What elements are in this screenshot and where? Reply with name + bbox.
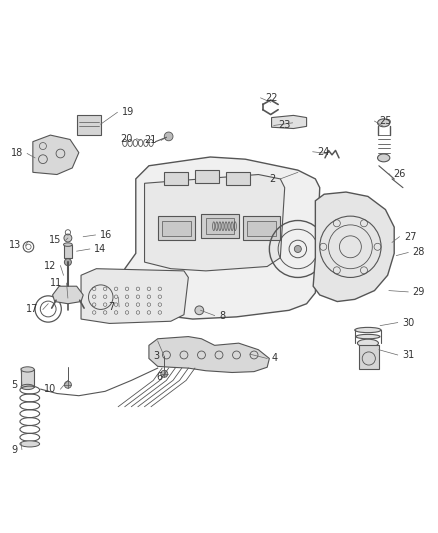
Text: 19: 19 — [122, 107, 134, 117]
Bar — [201, 214, 239, 238]
Text: 14: 14 — [94, 244, 106, 254]
Circle shape — [64, 234, 72, 242]
Polygon shape — [145, 174, 285, 271]
Text: 28: 28 — [413, 247, 425, 257]
Ellipse shape — [357, 339, 378, 347]
Text: 20: 20 — [120, 134, 132, 143]
Bar — [162, 221, 191, 236]
Text: 6: 6 — [156, 372, 162, 382]
Bar — [247, 221, 276, 236]
Ellipse shape — [64, 243, 72, 246]
Text: 12: 12 — [44, 261, 56, 271]
Ellipse shape — [356, 334, 380, 339]
Text: 5: 5 — [11, 379, 18, 390]
Text: 4: 4 — [272, 353, 278, 364]
Circle shape — [164, 132, 173, 141]
Polygon shape — [272, 115, 307, 128]
Bar — [164, 172, 188, 185]
Text: 23: 23 — [278, 120, 290, 131]
Polygon shape — [125, 157, 320, 319]
Circle shape — [64, 259, 71, 265]
Text: 10: 10 — [44, 384, 56, 394]
Ellipse shape — [378, 119, 390, 127]
Text: 3: 3 — [154, 351, 160, 361]
Bar — [243, 216, 280, 240]
Circle shape — [195, 306, 204, 314]
Text: 25: 25 — [379, 116, 392, 126]
Text: 9: 9 — [11, 445, 18, 455]
Text: 29: 29 — [413, 287, 425, 297]
Text: 22: 22 — [265, 93, 278, 103]
Bar — [195, 170, 219, 183]
Text: 24: 24 — [317, 147, 329, 157]
Text: 17: 17 — [26, 304, 39, 314]
Text: 8: 8 — [219, 311, 225, 320]
Text: 15: 15 — [49, 235, 61, 245]
Bar — [359, 345, 379, 369]
Ellipse shape — [355, 327, 381, 333]
Text: 30: 30 — [402, 318, 414, 328]
Ellipse shape — [378, 154, 390, 162]
Polygon shape — [33, 135, 79, 174]
Bar — [158, 216, 195, 240]
Text: 31: 31 — [402, 350, 414, 360]
Text: 7: 7 — [109, 302, 115, 312]
Ellipse shape — [21, 384, 34, 390]
Bar — [64, 245, 72, 258]
Text: 13: 13 — [9, 240, 21, 251]
Text: 16: 16 — [100, 230, 112, 240]
Text: 27: 27 — [404, 232, 417, 242]
Circle shape — [161, 370, 168, 377]
Circle shape — [294, 246, 301, 253]
Bar — [21, 369, 34, 387]
Text: 2: 2 — [270, 174, 276, 184]
Bar — [206, 219, 234, 233]
Text: 11: 11 — [50, 278, 62, 288]
Ellipse shape — [21, 367, 34, 372]
Bar — [77, 115, 101, 135]
Circle shape — [64, 381, 71, 388]
Text: 18: 18 — [11, 149, 23, 158]
Text: 26: 26 — [393, 168, 406, 179]
Polygon shape — [149, 336, 269, 373]
Polygon shape — [313, 192, 394, 302]
Text: 21: 21 — [145, 135, 157, 146]
Polygon shape — [53, 286, 83, 304]
Bar — [226, 172, 250, 185]
Polygon shape — [81, 269, 188, 324]
Ellipse shape — [20, 441, 39, 447]
